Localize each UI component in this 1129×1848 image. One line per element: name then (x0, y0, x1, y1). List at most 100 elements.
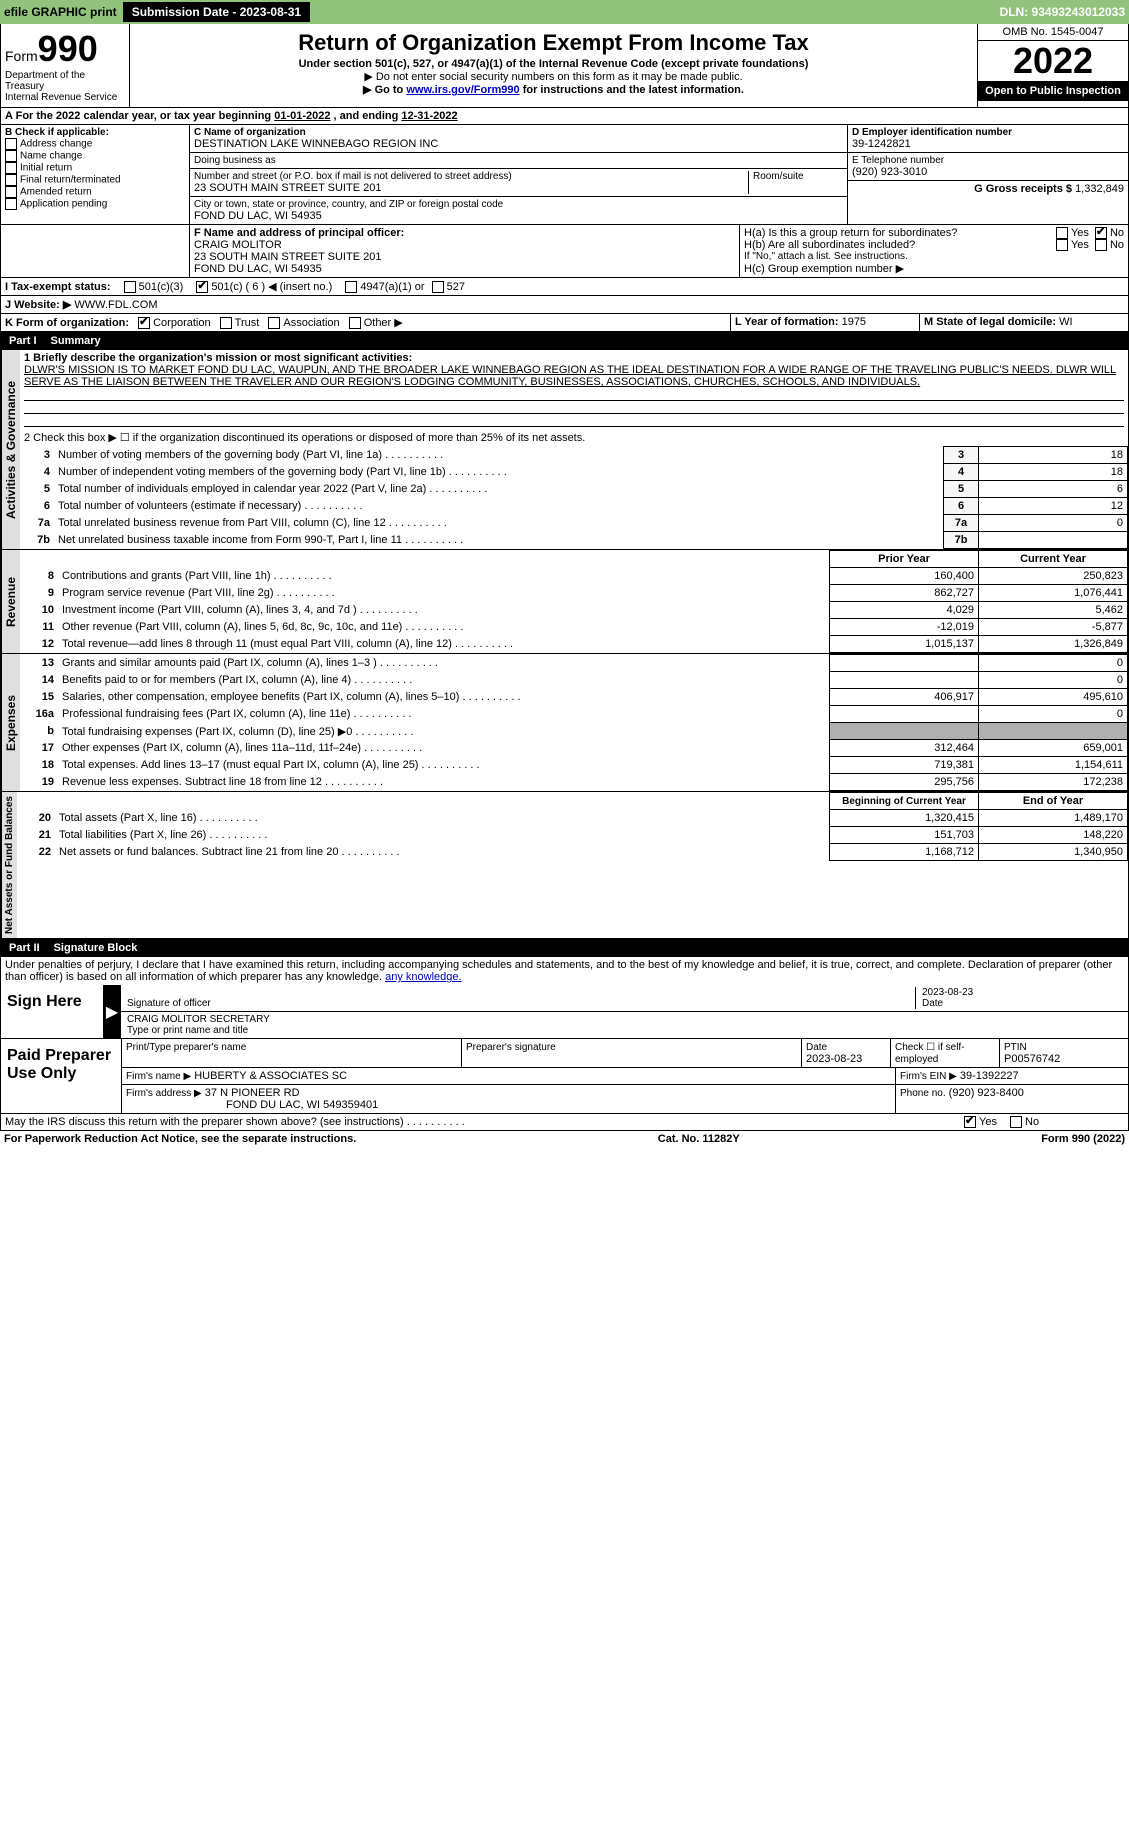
table-row: 17 Other expenses (Part IX, column (A), … (20, 740, 1128, 757)
ssn-note: ▶ Do not enter social security numbers o… (136, 70, 971, 83)
col-end: End of Year (979, 793, 1128, 810)
open-to-public: Open to Public Inspection (978, 81, 1128, 101)
sig-of-officer-label: Signature of officer (127, 998, 211, 1009)
city-state-zip: FOND DU LAC, WI 54935 (194, 210, 843, 222)
identity-block: B Check if applicable: Address change Na… (0, 125, 1129, 225)
tax-year: 2022 (978, 41, 1128, 81)
officer-typed-name: CRAIG MOLITOR SECRETARY (127, 1014, 270, 1025)
table-row: 15 Salaries, other compensation, employe… (20, 689, 1128, 706)
revenue-section: Revenue Prior Year Current Year 8 Contri… (0, 550, 1129, 654)
col-begin: Beginning of Current Year (830, 793, 979, 810)
cb-other[interactable] (349, 317, 361, 329)
cb-discuss-yes[interactable] (964, 1116, 976, 1128)
efile-topbar: efile GRAPHIC print Submission Date - 20… (0, 0, 1129, 24)
cb-hb-yes[interactable] (1056, 239, 1068, 251)
arrow-icon: ▶ (103, 985, 121, 1038)
table-row: 20 Total assets (Part X, line 16) 1,320,… (17, 810, 1128, 827)
preparer-label: Paid Preparer Use Only (1, 1039, 122, 1113)
table-row: 10 Investment income (Part VIII, column … (20, 602, 1128, 619)
footer-right: Form 990 (2022) (1041, 1133, 1125, 1145)
dept-treasury: Department of the Treasury Internal Reve… (5, 70, 125, 103)
state-domicile: WI (1059, 316, 1072, 328)
table-row: 13 Grants and similar amounts paid (Part… (20, 655, 1128, 672)
cb-app-pending[interactable] (5, 198, 17, 210)
h-a-label: H(a) Is this a group return for subordin… (744, 227, 1056, 239)
cb-527[interactable] (432, 281, 444, 293)
gross-receipts: 1,332,849 (1075, 183, 1124, 195)
omb-number: OMB No. 1545-0047 (978, 24, 1128, 41)
table-row: 8 Contributions and grants (Part VIII, l… (20, 568, 1128, 585)
expenses-section: Expenses 13 Grants and similar amounts p… (0, 654, 1129, 792)
cb-corp[interactable] (138, 317, 150, 329)
cb-assoc[interactable] (268, 317, 280, 329)
table-row: 7b Net unrelated business taxable income… (20, 532, 1128, 549)
table-row: 5 Total number of individuals employed i… (20, 481, 1128, 498)
firm-addr1: 37 N PIONEER RD (205, 1087, 300, 1099)
h-c-label: H(c) Group exemption number ▶ (744, 262, 1124, 275)
cb-ha-no[interactable] (1095, 227, 1107, 239)
officer-city: FOND DU LAC, WI 54935 (194, 263, 735, 275)
revenue-tab: Revenue (1, 550, 20, 653)
table-row: 4 Number of independent voting members o… (20, 464, 1128, 481)
h-b-note: If "No," attach a list. See instructions… (744, 251, 1124, 262)
cb-final-return[interactable] (5, 174, 17, 186)
self-employed-check[interactable]: Check ☐ if self-employed (895, 1042, 965, 1065)
cb-name-change[interactable] (5, 150, 17, 162)
officer-street: 23 SOUTH MAIN STREET SUITE 201 (194, 251, 735, 263)
firm-name: HUBERTY & ASSOCIATES SC (194, 1070, 347, 1082)
table-row: 6 Total number of volunteers (estimate i… (20, 498, 1128, 515)
cb-initial-return[interactable] (5, 162, 17, 174)
dln-label: DLN: 93493243012033 (1000, 5, 1125, 19)
cb-trust[interactable] (220, 317, 232, 329)
cb-ha-yes[interactable] (1056, 227, 1068, 239)
expenses-tab: Expenses (1, 654, 20, 791)
officer-name: CRAIG MOLITOR (194, 239, 735, 251)
submission-date-pill: Submission Date - 2023-08-31 (123, 2, 310, 22)
sign-date: 2023-08-23 (922, 987, 973, 998)
efile-label: efile GRAPHIC print (4, 5, 117, 19)
part2-header: Part II Signature Block (0, 939, 1129, 957)
sign-block: Sign Here ▶ Signature of officer 2023-08… (0, 985, 1129, 1114)
netassets-table: Beginning of Current Year End of Year 20… (17, 792, 1128, 861)
officer-group-block: F Name and address of principal officer:… (0, 225, 1129, 278)
form-title: Return of Organization Exempt From Incom… (136, 30, 971, 56)
cb-discuss-no[interactable] (1010, 1116, 1022, 1128)
mission-text: DLWR'S MISSION IS TO MARKET FOND DU LAC,… (24, 364, 1124, 388)
street-address: 23 SOUTH MAIN STREET SUITE 201 (194, 182, 748, 194)
netassets-tab: Net Assets or Fund Balances (1, 792, 17, 938)
governance-table: 3 Number of voting members of the govern… (20, 446, 1128, 549)
irs-link[interactable]: www.irs.gov/Form990 (406, 84, 519, 96)
tax-status-row: I Tax-exempt status: 501(c)(3) 501(c) ( … (0, 278, 1129, 296)
cb-amended[interactable] (5, 186, 17, 198)
website: WWW.FDL.COM (74, 299, 157, 311)
cb-501c3[interactable] (124, 281, 136, 293)
col-current: Current Year (979, 551, 1128, 568)
ptin: P00576742 (1004, 1053, 1060, 1065)
firm-ein: 39-1392227 (960, 1070, 1019, 1082)
mission-label: 1 Briefly describe the organization's mi… (24, 352, 1124, 364)
discuss-row: May the IRS discuss this return with the… (0, 1114, 1129, 1131)
tax-period-row: A For the 2022 calendar year, or tax yea… (0, 108, 1129, 125)
table-row: 12 Total revenue—add lines 8 through 11 … (20, 636, 1128, 653)
prep-date: 2023-08-23 (806, 1053, 862, 1065)
website-row: J Website: ▶ WWW.FDL.COM (0, 296, 1129, 314)
part1-header: Part I Summary (0, 332, 1129, 350)
form-number: Form990 (5, 28, 125, 70)
table-row: 9 Program service revenue (Part VIII, li… (20, 585, 1128, 602)
cb-501c[interactable] (196, 281, 208, 293)
instructions-note: ▶ Go to www.irs.gov/Form990 for instruct… (136, 83, 971, 96)
cb-address-change[interactable] (5, 138, 17, 150)
table-row: 19 Revenue less expenses. Subtract line … (20, 774, 1128, 791)
revenue-table: Prior Year Current Year 8 Contributions … (20, 550, 1128, 653)
table-row: 7a Total unrelated business revenue from… (20, 515, 1128, 532)
table-row: 14 Benefits paid to or for members (Part… (20, 672, 1128, 689)
box-c: C Name of organization DESTINATION LAKE … (190, 125, 847, 224)
sign-here-label: Sign Here (1, 985, 103, 1038)
org-name: DESTINATION LAKE WINNEBAGO REGION INC (194, 138, 843, 150)
footer-left: For Paperwork Reduction Act Notice, see … (4, 1133, 356, 1145)
cb-hb-no[interactable] (1095, 239, 1107, 251)
penalties-text: Under penalties of perjury, I declare th… (0, 957, 1129, 985)
form-org-row: K Form of organization: Corporation Trus… (0, 314, 1129, 332)
table-row: 16a Professional fundraising fees (Part … (20, 706, 1128, 723)
cb-4947[interactable] (345, 281, 357, 293)
